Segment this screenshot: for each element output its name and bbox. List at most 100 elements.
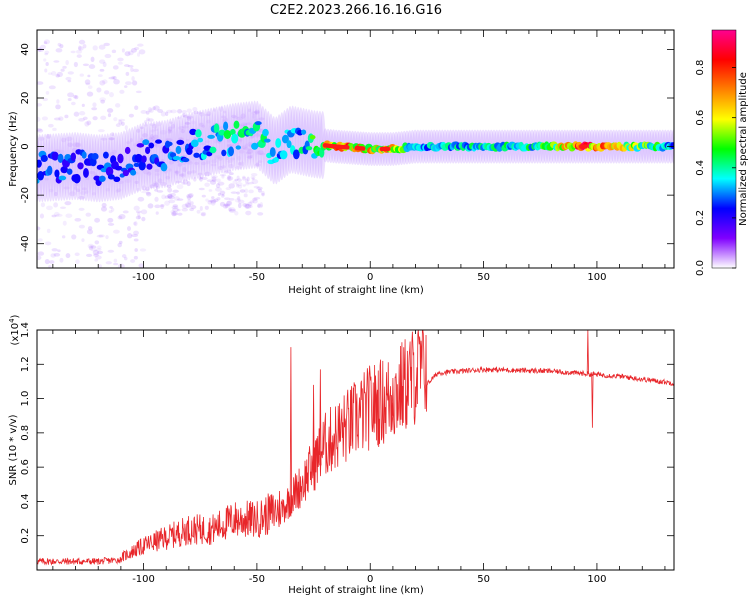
heatmap-speckle [186, 171, 192, 175]
heatmap-speckle [244, 188, 249, 194]
heatmap-speckle [247, 141, 253, 147]
heatmap-speckle [53, 60, 60, 63]
heatmap-speckle [214, 155, 218, 160]
heatmap-speckle [229, 198, 235, 201]
snr-ylabel: SNR (10 * v/v) [8, 414, 19, 485]
heatmap-speckle [128, 113, 134, 118]
heatmap-speckle [194, 161, 200, 165]
heatmap-speckle [219, 173, 227, 177]
heatmap-cell [83, 168, 89, 178]
snr-ticks: -100 -50 0 50 100 0.2 0.4 0.6 0.8 1.0 1.2 1.4 [20, 322, 674, 585]
heatmap-speckle [252, 197, 258, 201]
heatmap-speckle [178, 173, 185, 177]
heatmap-cell [145, 146, 151, 155]
spectrogram-y-tick-label: 20 [20, 92, 31, 105]
heatmap-speckle [181, 109, 187, 114]
heatmap-speckle [76, 54, 82, 58]
heatmap-speckle [91, 192, 96, 196]
heatmap-speckle [152, 181, 158, 187]
heatmap-speckle [204, 182, 210, 187]
heatmap-speckle [127, 50, 134, 56]
spectrogram-x-tick-label: 50 [477, 272, 490, 283]
heatmap-speckle [221, 194, 225, 198]
heatmap-speckle [101, 202, 107, 208]
heatmap-cell [213, 123, 220, 134]
heatmap-speckle [204, 140, 210, 143]
heatmap-speckle [98, 44, 106, 50]
heatmap-speckle [217, 181, 225, 186]
heatmap-speckle [94, 258, 99, 262]
heatmap-speckle [215, 187, 222, 192]
heatmap-speckle [240, 122, 248, 127]
heatmap-speckle [37, 48, 44, 52]
heatmap-cell [77, 162, 84, 170]
heatmap-cell [98, 175, 106, 182]
heatmap-speckle [117, 61, 123, 65]
heatmap-cell [37, 159, 42, 168]
heatmap-speckle [145, 110, 150, 115]
heatmap-speckle [123, 256, 128, 261]
heatmap-speckle [40, 202, 46, 208]
heatmap-cell [207, 134, 215, 139]
heatmap-speckle [250, 175, 256, 180]
heatmap-cell [262, 128, 269, 137]
heatmap-speckle [57, 149, 65, 154]
heatmap-speckle [159, 129, 167, 135]
heatmap-halo [58, 132, 65, 201]
heatmap-speckle [256, 186, 263, 190]
heatmap-speckle [93, 253, 99, 257]
heatmap-speckle [102, 61, 107, 68]
heatmap-halo [202, 108, 209, 177]
heatmap-speckle [145, 117, 150, 122]
heatmap-speckle [237, 202, 242, 209]
snr-x-tick-label: 50 [477, 574, 490, 585]
heatmap-speckle [140, 137, 144, 142]
heatmap-speckle [65, 272, 71, 277]
colorbar-tick-label: 0.4 [695, 160, 706, 176]
snr-series-line [37, 330, 674, 566]
heatmap-speckle [113, 258, 118, 263]
heatmap-speckle [154, 168, 160, 173]
heatmap-speckle [257, 203, 261, 208]
heatmap-speckle [207, 200, 213, 205]
heatmap-speckle [223, 203, 231, 207]
heatmap-speckle [94, 277, 98, 280]
heatmap-halo [53, 133, 60, 202]
heatmap-peak [386, 146, 391, 152]
heatmap-speckle [180, 128, 185, 134]
heatmap-speckle [74, 95, 79, 100]
heatmap-speckle [201, 194, 206, 198]
heatmap-speckle [78, 45, 82, 51]
spectrogram-y-tick-label: 0 [20, 143, 31, 149]
heatmap-cell [670, 142, 674, 150]
heatmap-speckle [245, 143, 249, 149]
spectrogram-y-tick-label: -40 [20, 236, 31, 252]
heatmap-speckle [121, 270, 128, 273]
heatmap-speckle [243, 193, 248, 198]
heatmap-halo [308, 109, 315, 178]
heatmap-halo [129, 127, 136, 196]
heatmap-speckle [99, 97, 106, 102]
heatmap-speckle [229, 208, 237, 212]
heatmap-speckle [37, 81, 44, 85]
heatmap-speckle [229, 157, 235, 161]
heatmap-speckle [111, 75, 116, 80]
heatmap-speckle [68, 191, 76, 197]
heatmap-halo [156, 120, 163, 189]
snr-y-tick-label: 0.6 [20, 459, 31, 475]
colorbar-bar [711, 29, 737, 269]
heatmap-speckle [244, 203, 250, 209]
heatmap-speckle [122, 210, 129, 214]
heatmap-speckle [155, 211, 159, 215]
heatmap-cell [193, 152, 200, 158]
heatmap-speckle [206, 179, 213, 183]
chart-title: C2E2.2023.266.16.16.G16 [270, 3, 442, 18]
heatmap-cell [155, 139, 162, 144]
heatmap-speckle [44, 259, 50, 265]
heatmap-speckle [247, 201, 253, 207]
heatmap-cell [130, 169, 137, 176]
heatmap-speckle [190, 204, 197, 210]
heatmap-speckle [186, 193, 193, 199]
heatmap-halo [197, 110, 204, 179]
heatmap-speckle [186, 116, 191, 121]
